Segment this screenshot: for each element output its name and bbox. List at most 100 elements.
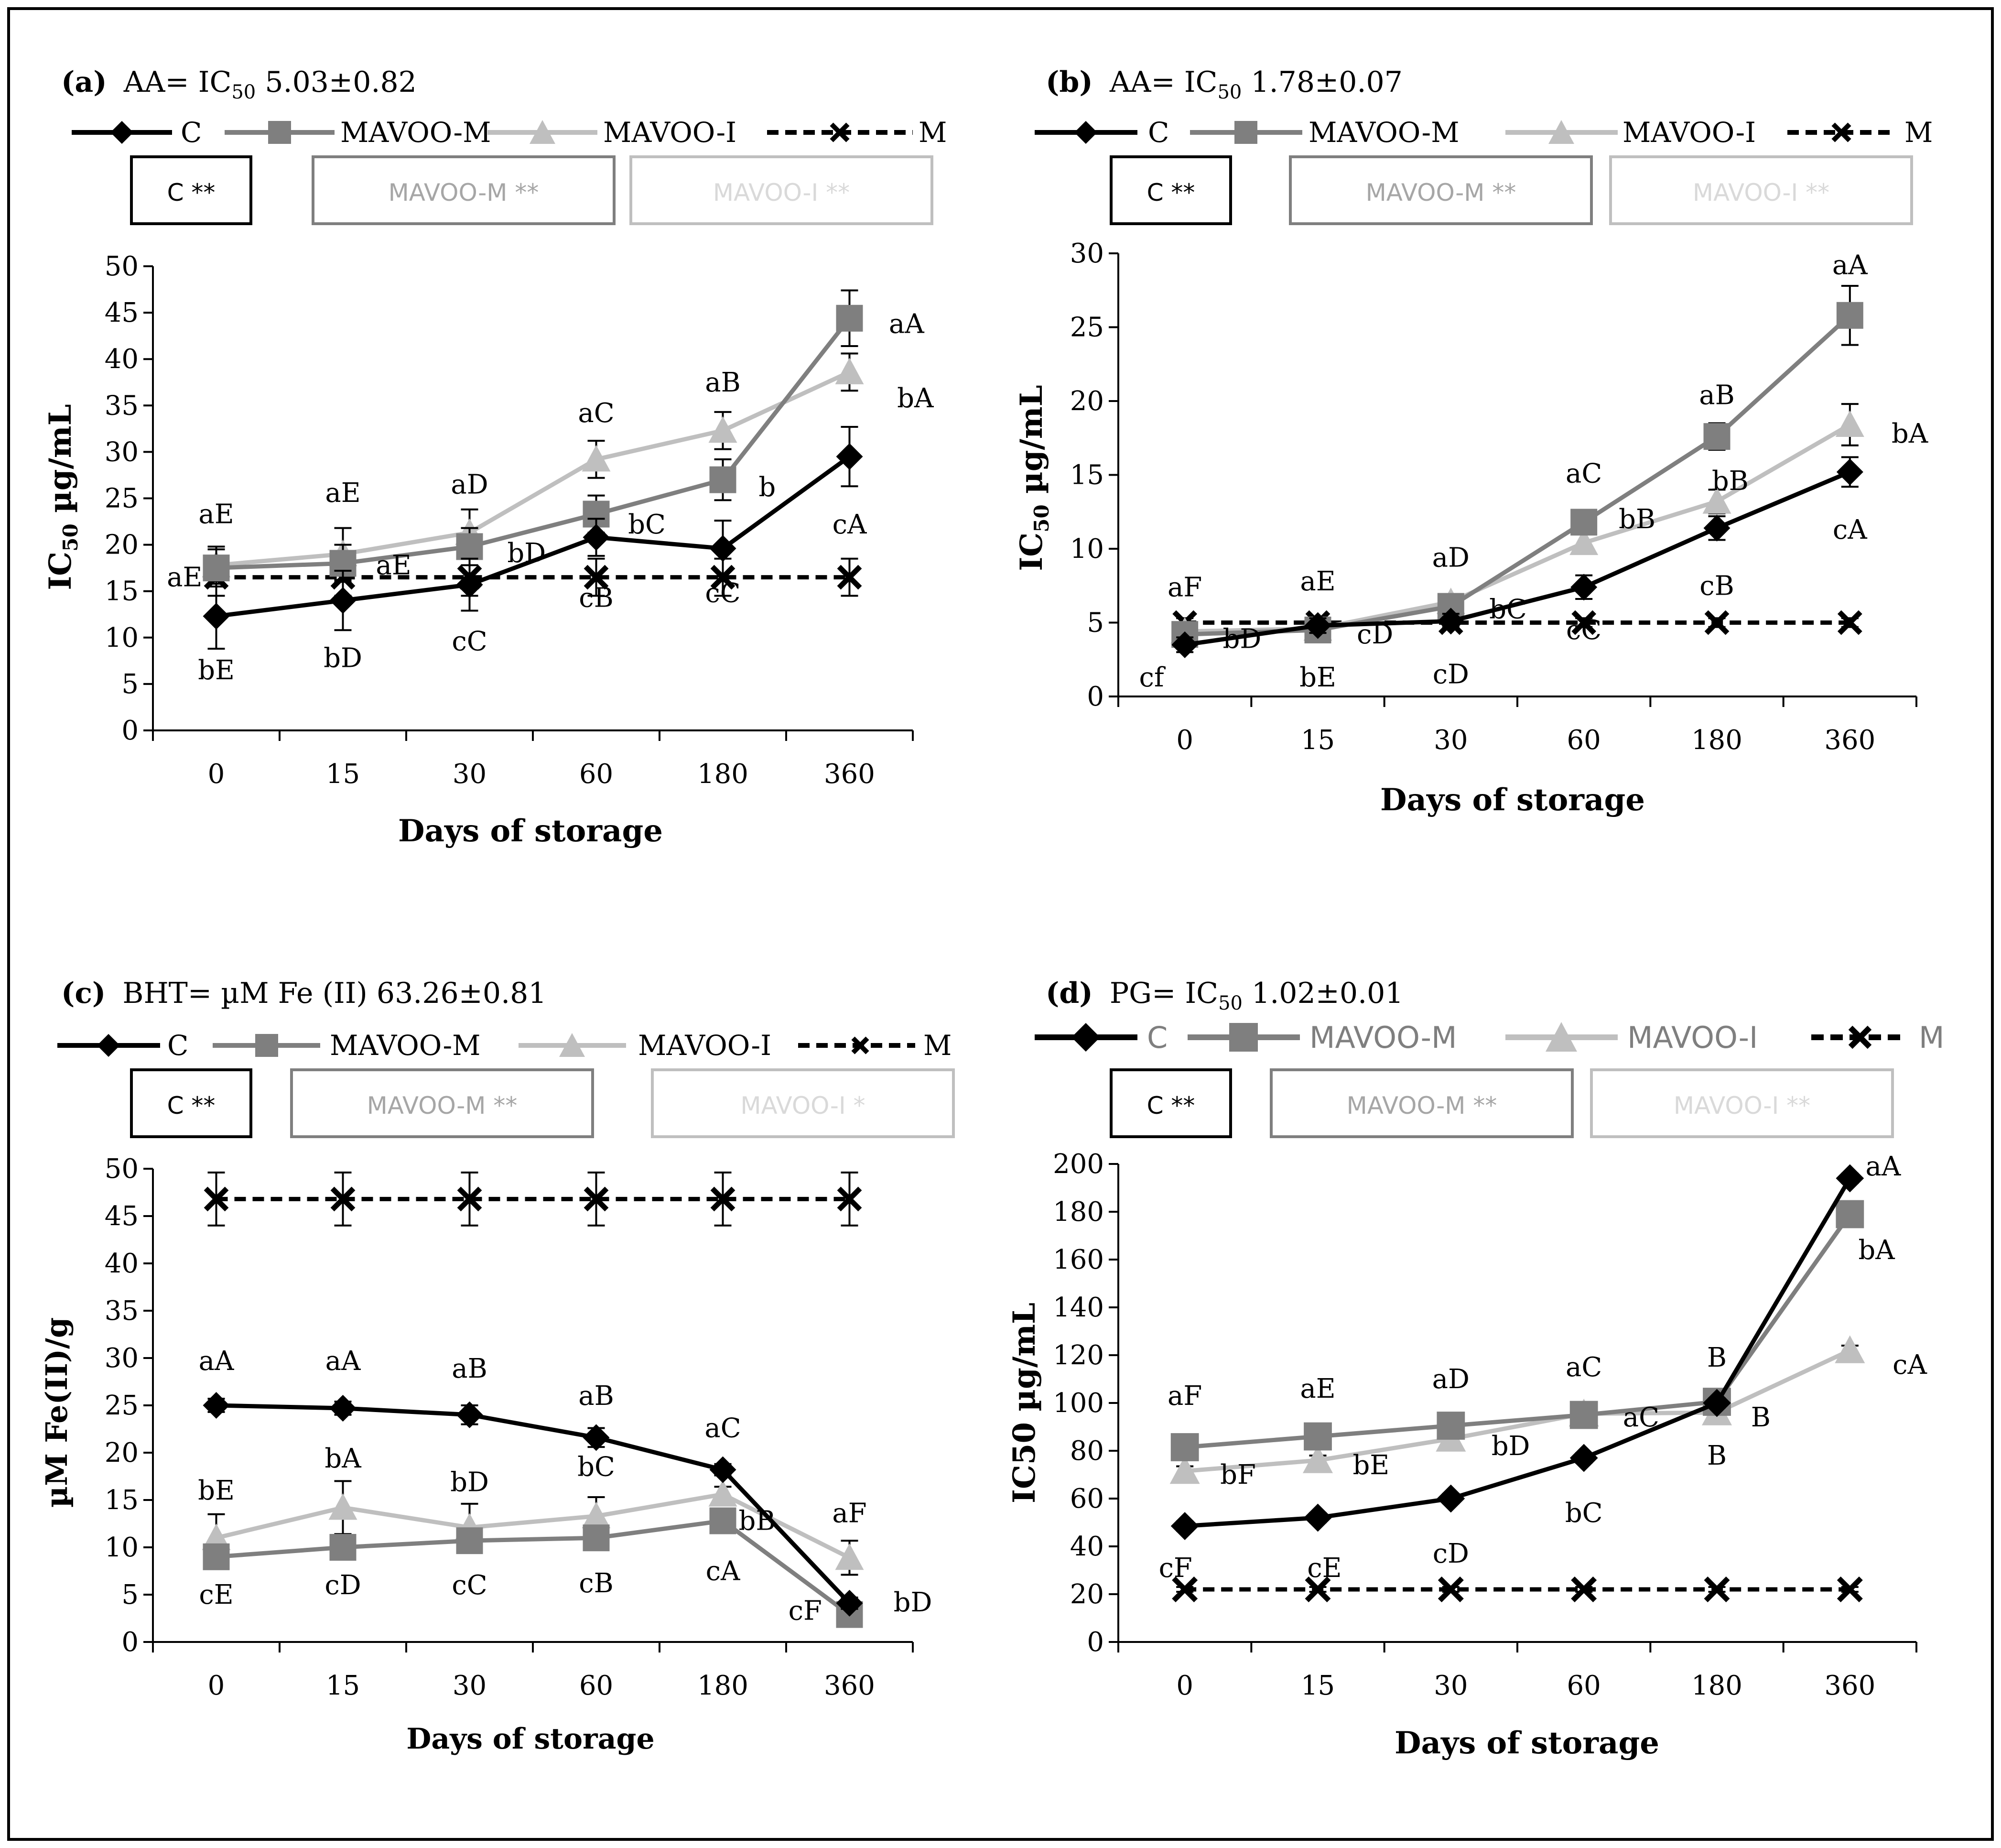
panel-a-xtick-label: 60 <box>579 759 613 790</box>
legend-d-i-marker <box>1546 1022 1577 1052</box>
panel-d-xtick-label: 360 <box>1824 1670 1875 1701</box>
box-a-i <box>629 155 933 225</box>
legend-d-c-marker <box>1071 1023 1100 1052</box>
panel-a: (a) AA= IC50 5.03±0.82 C MAVOO-M MAVOO-I… <box>43 65 947 849</box>
panel-d-ylabel: IC50 µg/mL <box>1006 1303 1042 1503</box>
panel-b-annotation-label: bB <box>1712 466 1749 497</box>
box-b-m <box>1289 155 1593 225</box>
panel-c-point-c <box>203 1392 230 1419</box>
legend-a-c-marker <box>110 121 133 144</box>
box-a-m <box>312 155 616 225</box>
panel-b-ytick-label: 10 <box>1070 533 1104 565</box>
panel-d-annotation-label: aF <box>1168 1381 1202 1412</box>
panel-b-point-mavoo-m <box>1570 509 1598 536</box>
panel-c-point-m <box>584 1186 609 1212</box>
box-c-m-label: MAVOO-M ** <box>367 1092 518 1120</box>
legend-a-i-marker <box>530 120 555 144</box>
panel-d-xtick-label: 0 <box>1176 1670 1193 1701</box>
legend-c-x-label: M <box>923 1029 952 1062</box>
legend-a-x-label: M <box>919 116 947 149</box>
panel-d-xtick-label: 180 <box>1691 1670 1742 1701</box>
panel-b-annotation-label: cC <box>1566 615 1601 646</box>
panel-b-annotation-label: bD <box>1222 623 1261 654</box>
panel-d-annotation-label: aC <box>1566 1352 1602 1383</box>
panel-c-annotation-label: cB <box>579 1568 614 1599</box>
legend-c-x-marker <box>851 1036 869 1054</box>
panel-b-title-label: (b) <box>1046 65 1093 99</box>
panel-a-annotation-label: aC <box>578 398 614 429</box>
panel-d-annotation-label: B <box>1707 1440 1727 1471</box>
panel-a-annotation-label: aD <box>451 469 488 500</box>
panel-c-ylabel: µM Fe(II)/g <box>39 1317 74 1508</box>
panel-a-ytick-label: 50 <box>105 251 139 282</box>
legend-c-i-marker <box>559 1033 585 1057</box>
panel-c-ytick-label: 25 <box>105 1390 139 1421</box>
panel-b-annotation-label: bA <box>1892 418 1928 449</box>
panel-b-title-value: 1.78±0.07 <box>1242 65 1403 99</box>
box-a-c <box>130 155 252 225</box>
panel-c-point-mavoo-i <box>835 1543 864 1570</box>
box-d-m <box>1270 1068 1574 1138</box>
panel-c-xtick-label: 180 <box>697 1670 748 1701</box>
panel-a-boxes: C ** MAVOO-M ** MAVOO-I ** <box>130 155 933 225</box>
panel-d-point-c <box>1304 1503 1332 1532</box>
panel-a-title-sub: 50 <box>231 81 256 103</box>
box-b-m-label: MAVOO-M ** <box>1366 179 1516 207</box>
panel-b-annotation-label: aC <box>1566 458 1602 489</box>
panel-b-ytick-label: 30 <box>1070 238 1104 269</box>
panel-c-annotation-label: cC <box>452 1570 487 1601</box>
panel-c-annotation-label: bE <box>198 1475 235 1506</box>
panel-d-annotation-label: B <box>1751 1402 1771 1433</box>
panel-c-annotation-label: cA <box>706 1556 740 1587</box>
panel-c-point-c <box>836 1589 863 1617</box>
panel-a-xtick-label: 180 <box>697 759 748 790</box>
panel-c-point-mavoo-i <box>328 1493 357 1520</box>
panel-d-annotation-label: bA <box>1858 1235 1895 1266</box>
panel-a-xtick-label: 0 <box>208 759 225 790</box>
box-c-c <box>130 1068 252 1138</box>
panel-a-point-mavoo-m <box>456 533 483 560</box>
panel-a-series-c-line <box>216 455 851 619</box>
panel-d-point-c <box>1703 1389 1731 1417</box>
panel-a-title-main: AA= IC <box>123 65 232 99</box>
panel-d-point-mavoo-m <box>1836 1200 1864 1228</box>
panel-b-xtick-label: 0 <box>1176 725 1193 756</box>
panel-a-title-value: 5.03±0.82 <box>256 65 417 99</box>
panel-a-annotation-label: bE <box>198 655 235 686</box>
panel-c-point-mavoo-m <box>203 1543 230 1570</box>
panel-d-ytick-label: 0 <box>1087 1627 1104 1658</box>
legend-d-c-label: C <box>1147 1020 1168 1055</box>
panel-a-ytick-label: 10 <box>105 622 139 653</box>
legend-d-x-label: M <box>1919 1020 1945 1055</box>
panel-a-point-c <box>203 603 230 630</box>
panel-a-point-c <box>329 587 357 614</box>
panel-b-series-c-line <box>1184 470 1851 647</box>
panel-d: (d) PG= IC50 1.02±0.01 C MAVOO-M MAVOO-I… <box>1006 977 1945 1761</box>
panel-c-ytick-label: 5 <box>121 1579 139 1610</box>
box-b-i-label: MAVOO-I ** <box>1693 179 1829 207</box>
panel-b-ytick-label: 25 <box>1070 312 1104 343</box>
panel-a-annotation-label: aA <box>889 308 924 339</box>
box-d-c <box>1110 1068 1232 1138</box>
panel-b-point-c <box>1304 612 1331 639</box>
box-c-i <box>651 1068 955 1138</box>
legend-c-m-label: MAVOO-M <box>330 1029 480 1062</box>
panel-c-legend: C MAVOO-M MAVOO-I M <box>57 1029 952 1062</box>
panel-c-title: (c) BHT= µM Fe (II) 63.26±0.81 <box>61 977 547 1010</box>
panel-b-point-c <box>1836 458 1863 486</box>
panel-c-annotation-label: bD <box>894 1587 932 1618</box>
panel-d-point-mavoo-m <box>1170 1433 1199 1461</box>
box-b-i <box>1609 155 1913 225</box>
panel-d-title-main: PG= IC <box>1110 977 1218 1010</box>
panel-d-annotation-label: cD <box>1433 1538 1469 1569</box>
box-a-m-label: MAVOO-M ** <box>389 179 539 207</box>
panel-a-ylabel: IC50 µg/mL <box>43 404 82 590</box>
panel-d-plot: 0 20 40 60 80 100 120 140 160 180 200 0 15 30 60 180 360… <box>1053 1149 1927 1701</box>
panel-a-ytick-label: 5 <box>121 669 139 700</box>
panel-c-ytick-label: 30 <box>105 1343 139 1374</box>
panel-c-point-mavoo-i <box>582 1501 611 1529</box>
panel-b-point-mavoo-i <box>1702 487 1731 514</box>
panel-d-ytick-label: 140 <box>1053 1292 1104 1323</box>
panel-c-boxes: C ** MAVOO-M ** MAVOO-I * <box>130 1068 955 1138</box>
panel-d-ytick-label: 80 <box>1070 1435 1104 1467</box>
